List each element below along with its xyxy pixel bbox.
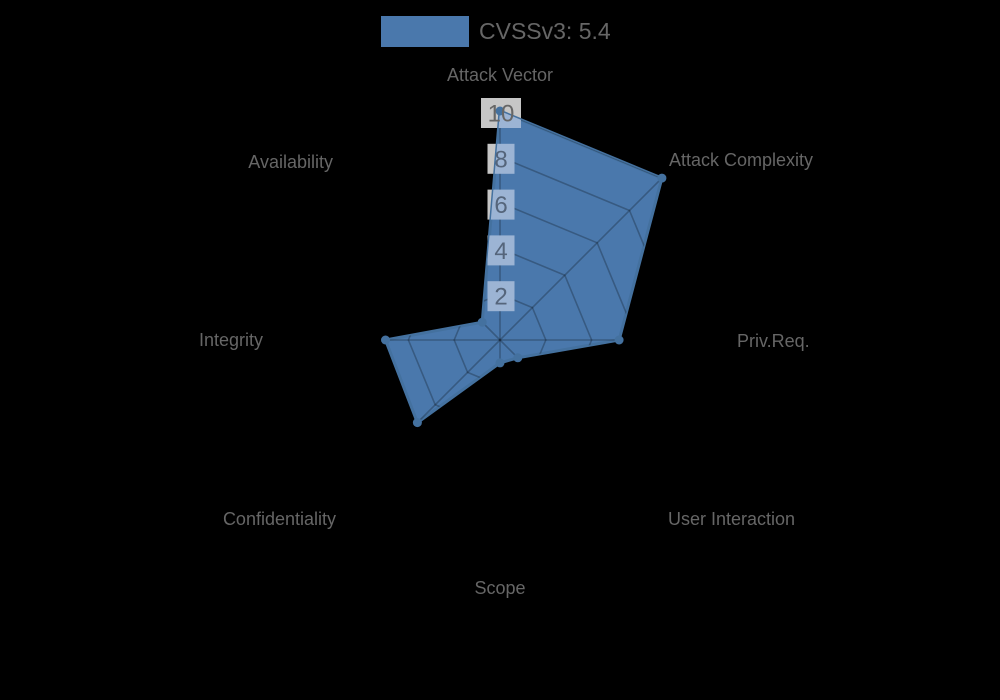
axis-label-availability: Availability bbox=[248, 152, 333, 172]
grid-spoke bbox=[499, 177, 662, 341]
axis-label-confidentiality: Confidentiality bbox=[223, 509, 336, 529]
grid-spoke bbox=[385, 177, 501, 341]
tick-label-4: 4 bbox=[494, 238, 507, 265]
tick-backdrop-inner-2 bbox=[487, 281, 515, 312]
chart-legend-item[interactable]: CVSSv3: 5.4 bbox=[381, 16, 611, 47]
axis-label-attack-vector: Attack Vector bbox=[447, 65, 553, 85]
vertex-dot-7 bbox=[477, 317, 487, 327]
legend-swatch bbox=[381, 16, 469, 47]
vertex-dot-4 bbox=[495, 358, 505, 368]
vertex-dot-1 bbox=[657, 173, 667, 183]
grid-spoke bbox=[499, 339, 662, 423]
axis-label-integrity: Integrity bbox=[199, 330, 263, 350]
axis-label-attack-complexity: Attack Complexity bbox=[669, 150, 813, 170]
axis-label-priv-req-: Priv.Req. bbox=[737, 331, 810, 351]
axis-label-scope: Scope bbox=[474, 578, 525, 598]
tick-backdrop-inner-4 bbox=[487, 235, 515, 266]
tick-label-2: 2 bbox=[494, 284, 507, 311]
vertex-dot-0 bbox=[495, 106, 505, 116]
tick-label-10: 10 bbox=[488, 101, 515, 128]
tick-label-6: 6 bbox=[494, 192, 507, 219]
vertex-dot-6 bbox=[381, 335, 390, 345]
vertex-dot-5 bbox=[412, 418, 422, 428]
vertex-dot-2 bbox=[614, 335, 624, 345]
axis-label-user-interaction: User Interaction bbox=[668, 509, 795, 529]
tick-label-8: 8 bbox=[494, 146, 507, 173]
radar-polygon bbox=[384, 109, 664, 425]
vertex-dot-3 bbox=[513, 353, 523, 363]
legend-label: CVSSv3: 5.4 bbox=[479, 18, 611, 44]
